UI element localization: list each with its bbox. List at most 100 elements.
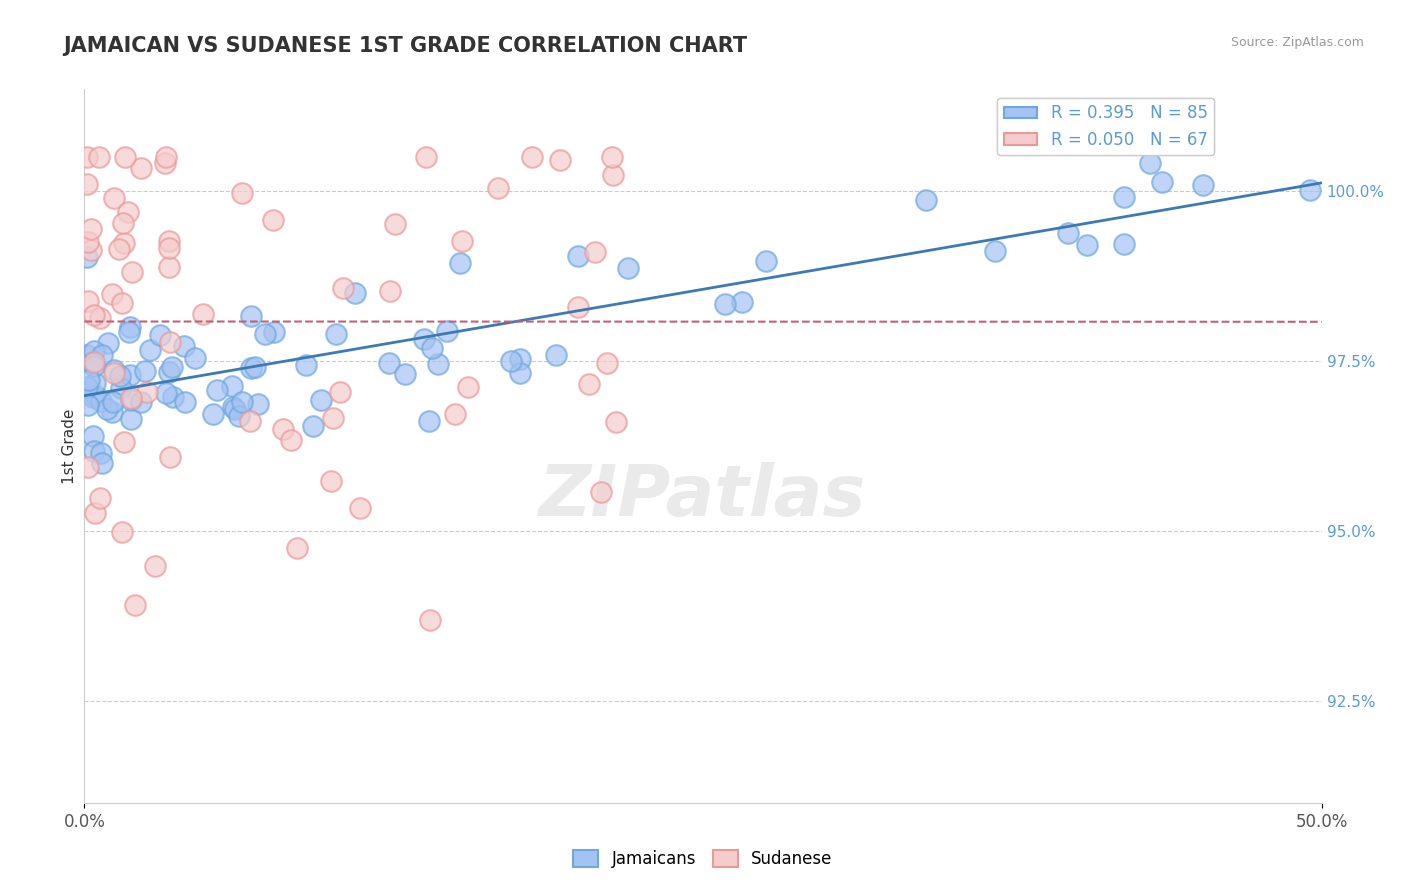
Point bbox=[108, 242, 131, 256]
Point bbox=[426, 357, 449, 371]
Point bbox=[1299, 183, 1322, 197]
Point bbox=[509, 352, 531, 367]
Point bbox=[231, 186, 253, 201]
Point bbox=[294, 359, 316, 373]
Point bbox=[143, 559, 166, 574]
Point bbox=[600, 150, 623, 164]
Legend: R = 0.395   N = 85, R = 0.050   N = 67: R = 0.395 N = 85, R = 0.050 N = 67 bbox=[997, 97, 1215, 155]
Point bbox=[155, 386, 177, 401]
Point bbox=[413, 332, 436, 346]
Point bbox=[157, 241, 180, 255]
Point bbox=[253, 326, 276, 341]
Point bbox=[96, 401, 118, 416]
Point bbox=[239, 414, 262, 428]
Point bbox=[544, 348, 567, 362]
Point bbox=[173, 395, 195, 409]
Point bbox=[149, 328, 172, 343]
Point bbox=[436, 324, 458, 338]
Point bbox=[378, 284, 401, 298]
Point bbox=[80, 222, 103, 236]
Point bbox=[240, 309, 263, 323]
Text: JAMAICAN VS SUDANESE 1ST GRADE CORRELATION CHART: JAMAICAN VS SUDANESE 1ST GRADE CORRELATI… bbox=[63, 36, 748, 55]
Point bbox=[103, 191, 125, 205]
Point bbox=[378, 355, 401, 369]
Point bbox=[173, 339, 195, 353]
Point bbox=[205, 384, 228, 398]
Point bbox=[89, 491, 111, 505]
Point bbox=[110, 296, 132, 310]
Point bbox=[79, 373, 101, 387]
Point bbox=[184, 351, 207, 366]
Point bbox=[76, 460, 98, 475]
Point bbox=[1192, 178, 1215, 193]
Point bbox=[129, 161, 152, 175]
Point bbox=[420, 341, 443, 355]
Point bbox=[548, 153, 571, 167]
Point bbox=[159, 450, 181, 464]
Point bbox=[329, 385, 352, 400]
Point bbox=[285, 541, 308, 556]
Point bbox=[90, 393, 112, 408]
Point bbox=[246, 397, 269, 411]
Point bbox=[136, 385, 159, 400]
Point bbox=[112, 434, 135, 449]
Point bbox=[271, 421, 294, 435]
Point bbox=[486, 181, 509, 195]
Point bbox=[108, 369, 131, 384]
Point bbox=[224, 401, 246, 416]
Point bbox=[82, 429, 104, 443]
Point bbox=[191, 307, 214, 321]
Point bbox=[90, 446, 112, 460]
Point bbox=[76, 348, 98, 362]
Point bbox=[80, 243, 103, 257]
Point bbox=[111, 524, 134, 539]
Point bbox=[384, 217, 406, 231]
Point bbox=[714, 297, 737, 311]
Point bbox=[984, 244, 1007, 259]
Point bbox=[602, 169, 624, 183]
Point bbox=[419, 613, 441, 627]
Point bbox=[567, 300, 589, 314]
Point bbox=[91, 456, 114, 470]
Point bbox=[325, 327, 347, 342]
Point bbox=[82, 390, 104, 404]
Point bbox=[89, 310, 111, 325]
Point bbox=[101, 395, 124, 409]
Point bbox=[76, 150, 98, 164]
Point bbox=[118, 325, 141, 339]
Point bbox=[162, 390, 184, 404]
Point bbox=[578, 377, 600, 392]
Point bbox=[222, 400, 245, 414]
Point bbox=[83, 506, 105, 520]
Point bbox=[499, 354, 522, 368]
Point bbox=[1139, 155, 1161, 169]
Point bbox=[83, 308, 105, 322]
Point bbox=[596, 356, 619, 370]
Point bbox=[332, 280, 354, 294]
Point bbox=[344, 286, 367, 301]
Point bbox=[418, 414, 440, 428]
Point bbox=[302, 418, 325, 433]
Point bbox=[349, 501, 371, 516]
Point bbox=[160, 359, 183, 374]
Point bbox=[91, 348, 114, 362]
Point bbox=[120, 392, 142, 407]
Point bbox=[84, 376, 107, 390]
Point bbox=[118, 368, 141, 383]
Point bbox=[76, 178, 98, 192]
Point bbox=[394, 367, 416, 381]
Point bbox=[114, 150, 136, 164]
Point bbox=[322, 411, 344, 425]
Point bbox=[159, 334, 181, 349]
Point bbox=[120, 412, 142, 426]
Point bbox=[914, 193, 936, 207]
Point bbox=[103, 367, 125, 381]
Point bbox=[155, 150, 177, 164]
Point bbox=[567, 249, 589, 263]
Point bbox=[157, 365, 180, 379]
Y-axis label: 1st Grade: 1st Grade bbox=[62, 409, 77, 483]
Point bbox=[1114, 236, 1136, 251]
Point bbox=[731, 295, 754, 310]
Point bbox=[138, 343, 160, 358]
Point bbox=[112, 216, 135, 230]
